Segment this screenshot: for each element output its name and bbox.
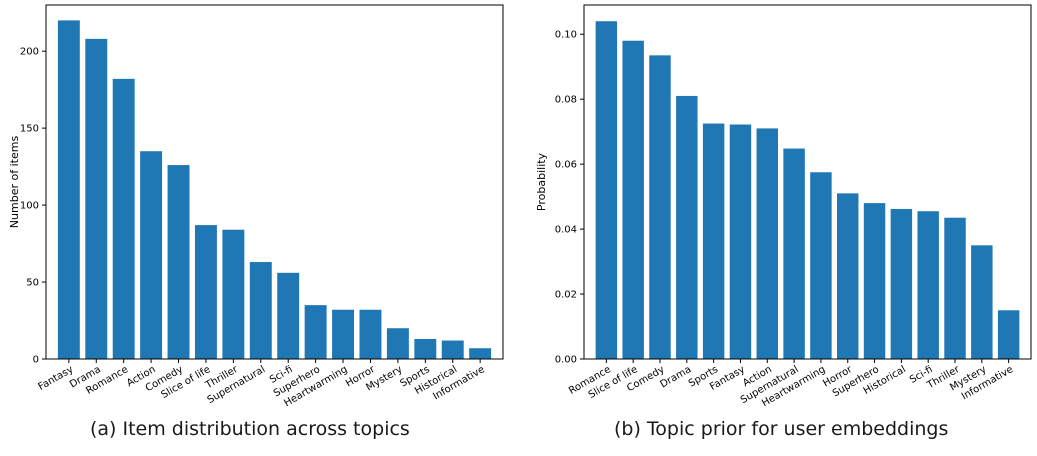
bar-thriller xyxy=(222,229,245,359)
x-tick-label: Fantasy xyxy=(37,364,76,393)
bar-sports xyxy=(702,123,725,359)
bar-action xyxy=(756,128,778,359)
bar-horror xyxy=(837,193,859,359)
bar-supernatural xyxy=(783,148,805,359)
bar-sports xyxy=(414,338,437,359)
bar-comedy xyxy=(167,165,190,359)
bar-slice-of-life xyxy=(622,40,644,360)
bar-supernatural xyxy=(249,262,272,359)
y-tick-label: 100 xyxy=(20,201,39,212)
bar-historical xyxy=(441,340,464,359)
plot-frame xyxy=(583,4,1032,360)
bar-sci-fi xyxy=(277,272,300,359)
bar-romance xyxy=(595,21,618,360)
bar-fantasy xyxy=(729,124,752,359)
y-tick-label: 0 xyxy=(33,355,39,366)
bar-romance xyxy=(112,78,135,359)
bar-drama xyxy=(85,38,108,359)
bar-drama xyxy=(676,95,698,359)
bar-horror xyxy=(359,309,382,359)
bar-thriller xyxy=(944,217,966,359)
y-tick-label: 0.00 xyxy=(555,355,577,366)
y-axis-label: Probability xyxy=(535,152,548,211)
bar-comedy xyxy=(649,55,671,360)
y-tick-label: 200 xyxy=(20,47,39,58)
bar-superhero xyxy=(304,305,327,359)
y-axis-label: Number of items xyxy=(8,136,21,229)
y-tick-label: 50 xyxy=(26,278,39,289)
y-tick-label: 0.02 xyxy=(555,290,577,301)
bar-heartwarming xyxy=(332,309,355,359)
bar-sci-fi xyxy=(917,211,939,359)
bar-superhero xyxy=(863,203,886,359)
bar-action xyxy=(140,151,163,359)
y-tick-label: 0.10 xyxy=(555,30,577,41)
bar-slice-of-life xyxy=(194,225,217,359)
bar-informative xyxy=(469,348,492,359)
bar-fantasy xyxy=(57,20,80,360)
bar-mystery xyxy=(971,245,993,359)
bar-heartwarming xyxy=(810,172,832,359)
y-tick-label: 0.04 xyxy=(555,225,577,236)
plot-frame xyxy=(45,4,504,360)
bar-historical xyxy=(890,208,913,359)
x-tick-label: Drama xyxy=(659,364,694,390)
bar-mystery xyxy=(386,328,409,359)
bar-informative xyxy=(997,310,1020,359)
y-tick-label: 150 xyxy=(20,124,39,135)
y-tick-label: 0.06 xyxy=(555,160,577,171)
caption-topic-prior: (b) Topic prior for user embeddings xyxy=(614,418,949,440)
caption-item-distribution: (a) Item distribution across topics xyxy=(90,418,410,440)
y-tick-label: 0.08 xyxy=(555,95,577,106)
